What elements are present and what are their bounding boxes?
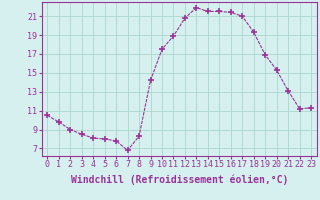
X-axis label: Windchill (Refroidissement éolien,°C): Windchill (Refroidissement éolien,°C) bbox=[70, 175, 288, 185]
